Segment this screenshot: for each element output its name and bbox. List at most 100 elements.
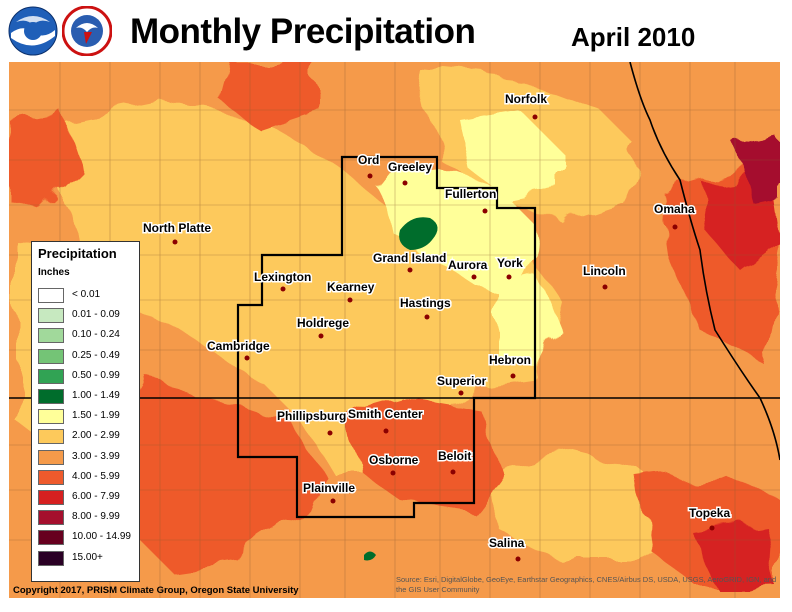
legend-swatch — [38, 510, 64, 526]
legend-range-label: 0.01 - 0.09 — [72, 309, 120, 321]
city: Phillipsburg — [276, 408, 348, 436]
city-label: Fullerton — [445, 187, 496, 201]
city-labels: Norfolk Ord Greeley Fullerton North Platte Om… — [142, 91, 732, 562]
legend-entry: 3.00 - 3.99 — [38, 449, 138, 466]
city-marker-icon — [482, 208, 488, 214]
city: Hastings — [399, 295, 453, 320]
city: Ord — [357, 152, 381, 179]
city-label: Lincoln — [583, 264, 626, 278]
header: Monthly Precipitation April 2010 — [0, 0, 792, 62]
legend-entry: 8.00 - 9.99 — [38, 510, 138, 526]
city-label: Hebron — [489, 353, 531, 367]
city-marker-icon — [330, 498, 336, 504]
legend-range-label: 10.00 - 14.99 — [72, 531, 131, 543]
city-marker-icon — [327, 430, 333, 436]
legend-range-label: 3.00 - 3.99 — [72, 450, 120, 462]
city: Omaha — [653, 201, 697, 230]
legend-range-label: 1.50 - 1.99 — [72, 410, 120, 422]
range-8-10-area-east — [740, 140, 780, 205]
legend-range-label: 6.00 - 7.99 — [72, 491, 120, 502]
nws-logo-icon — [62, 6, 112, 56]
city-label: Superior — [437, 374, 487, 388]
city-label: Phillipsburg — [277, 409, 346, 423]
city: North Platte — [142, 220, 213, 245]
city-label: Kearney — [327, 280, 375, 294]
legend-title: Precipitation — [38, 246, 117, 261]
range-1-5-area-north — [460, 110, 560, 200]
city-label: Ord — [358, 153, 379, 167]
city-label: Salina — [489, 536, 525, 550]
range-4-6-area-northwest — [220, 62, 320, 130]
city-marker-icon — [402, 180, 408, 186]
city-label: Holdrege — [297, 316, 349, 330]
legend-entry: < 0.01 — [38, 288, 138, 304]
map-date: April 2010 — [571, 22, 696, 52]
city-marker-icon — [532, 114, 538, 120]
legend-range-label: 15.00+ — [72, 551, 103, 563]
city: Plainville — [302, 480, 357, 504]
city-marker-icon — [709, 525, 715, 531]
forecast-area-boundary — [236, 155, 537, 519]
city-label: York — [497, 256, 523, 270]
legend-entry: 2.00 - 2.99 — [38, 429, 138, 445]
legend-entry: 10.00 - 14.99 — [38, 530, 138, 546]
legend-entry: 15.00+ — [38, 550, 138, 567]
city-marker-icon — [602, 284, 608, 290]
city-label: Smith Center — [348, 407, 423, 421]
noaa-logo-icon — [8, 6, 58, 56]
legend-entry: 0.50 - 0.99 — [38, 368, 138, 385]
city-marker-icon — [390, 470, 396, 476]
city-label: Lexington — [254, 270, 311, 284]
city: Grand Island — [372, 250, 448, 273]
legend-range-label: 2.00 - 2.99 — [72, 430, 120, 442]
city-label: North Platte — [143, 221, 211, 235]
city-marker-icon — [672, 224, 678, 230]
city-marker-icon — [280, 286, 286, 292]
city: York — [496, 255, 525, 280]
legend-entry: 0.01 - 0.09 — [38, 308, 138, 324]
city-label: Hastings — [400, 296, 451, 310]
legend-swatch — [38, 449, 64, 465]
legend-range-label: 4.00 - 5.99 — [72, 470, 120, 482]
legend-swatch — [38, 530, 64, 546]
range-4-6-area-south — [350, 400, 500, 510]
map-title: Monthly Precipitation — [130, 12, 476, 51]
city: Kearney — [326, 279, 376, 303]
legend-swatch — [38, 308, 64, 324]
city-marker-icon — [318, 333, 324, 339]
city-marker-icon — [407, 267, 413, 273]
legend-swatch — [38, 328, 64, 344]
city-marker-icon — [515, 556, 521, 562]
city-marker-icon — [347, 297, 353, 303]
range-1-1-5-area-south — [364, 551, 376, 561]
city: Beloit — [437, 448, 473, 475]
city-marker-icon — [510, 373, 516, 379]
city-label: Beloit — [438, 449, 471, 463]
legend-range-label: 1.00 - 1.49 — [72, 390, 120, 401]
legend-swatch — [38, 288, 64, 303]
city-label: Topeka — [689, 506, 730, 520]
city-marker-icon — [172, 239, 178, 245]
city-label: Norfolk — [505, 92, 547, 106]
city: Hebron — [488, 352, 533, 379]
city: Fullerton — [444, 186, 498, 214]
city-marker-icon — [458, 390, 464, 396]
legend-entry: 6.00 - 7.99 — [38, 490, 138, 506]
legend-entry: 4.00 - 5.99 — [38, 469, 138, 486]
legend-range-label: 0.50 - 0.99 — [72, 369, 120, 381]
range-1-5-area-east — [500, 280, 560, 370]
city-marker-icon — [450, 469, 456, 475]
city: Superior — [436, 373, 488, 396]
city: Smith Center — [347, 406, 425, 434]
legend-range-label: < 0.01 — [72, 289, 101, 300]
range-1-1-5-area — [399, 217, 438, 250]
legend-swatch — [38, 348, 64, 364]
city-marker-icon — [424, 314, 430, 320]
city: Topeka — [688, 505, 732, 531]
city-label: Cambridge — [207, 339, 270, 353]
city: Aurora — [447, 257, 489, 280]
city-label: Plainville — [303, 481, 355, 495]
city: Cambridge — [206, 338, 272, 361]
city: Salina — [488, 535, 526, 562]
city-marker-icon — [506, 274, 512, 280]
